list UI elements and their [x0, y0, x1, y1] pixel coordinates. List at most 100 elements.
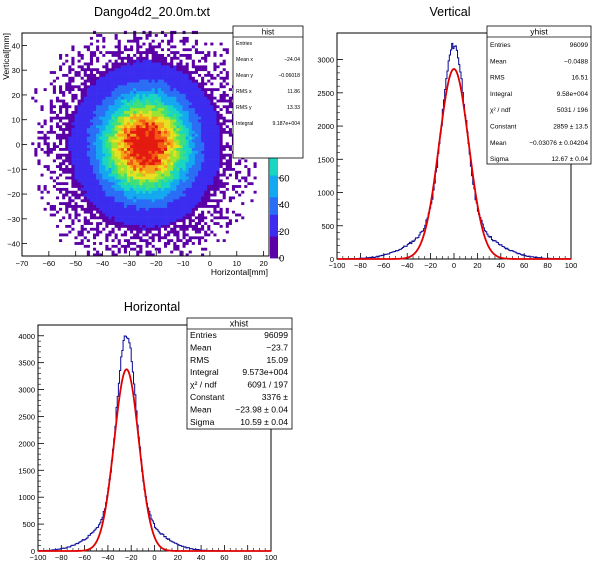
heatmap-cell	[108, 93, 112, 97]
heatmap-cell	[207, 236, 211, 240]
heatmap-cell	[117, 107, 122, 111]
heatmap-cell	[201, 90, 205, 94]
heatmap-cell	[31, 59, 35, 63]
heatmap-cell	[34, 133, 38, 137]
heatmap-cell	[31, 50, 35, 54]
heatmap-cell	[207, 187, 211, 191]
heatmap-cell	[114, 56, 119, 60]
heatmap-cell	[93, 104, 97, 109]
heatmap-cell	[49, 241, 54, 245]
heatmap-cell	[62, 241, 66, 245]
heatmap-cell	[77, 90, 81, 94]
heatmap-cell	[148, 127, 152, 131]
heatmap-cell	[120, 42, 125, 46]
heatmap-cell	[114, 142, 119, 146]
heatmap-cell	[43, 96, 47, 100]
heatmap-cell	[83, 230, 88, 234]
heatmap-cell	[130, 224, 134, 228]
heatmap-cell	[136, 167, 140, 171]
heatmap-cell	[173, 110, 177, 114]
heatmap-cell	[46, 136, 51, 140]
heatmap-cell	[130, 39, 134, 43]
heatmap-cell	[96, 187, 100, 191]
heatmap-cell	[151, 147, 156, 151]
heatmap-cell	[185, 238, 190, 243]
heatmap-cell	[71, 253, 75, 257]
heatmap-cell	[111, 233, 115, 237]
heatmap-cell	[133, 139, 137, 143]
heatmap-cell	[25, 159, 29, 163]
heatmap-cell	[74, 244, 78, 248]
heatmap-cell	[157, 96, 162, 100]
heatmap-cell	[28, 104, 32, 109]
heatmap-cell	[167, 241, 171, 245]
heatmap-cell	[62, 144, 66, 149]
heatmap-cell	[89, 90, 94, 94]
heatmap-cell	[185, 62, 190, 66]
heatmap-cell	[55, 47, 60, 52]
heatmap-cell	[65, 241, 69, 245]
heatmap-cell	[120, 193, 125, 197]
heatmap-cell	[62, 104, 66, 109]
heatmap-cell	[83, 67, 88, 72]
heatmap-cell	[49, 99, 54, 103]
heatmap-cell	[188, 244, 193, 248]
heatmap-cell	[126, 56, 131, 60]
heatmap-cell	[62, 244, 66, 248]
heatmap-cell	[194, 221, 199, 225]
heatmap-cell	[148, 176, 152, 180]
heatmap-cell	[111, 213, 115, 217]
heatmap-cell	[22, 153, 26, 157]
heatmap-cell	[34, 139, 38, 143]
heatmap-cell	[59, 218, 63, 223]
heatmap-cell	[145, 193, 149, 197]
heatmap-cell	[96, 196, 100, 200]
heatmap-cell	[62, 227, 66, 231]
heatmap-cell	[49, 102, 54, 106]
heatmap-cell	[83, 45, 88, 49]
heatmap-cell	[99, 96, 103, 100]
heatmap-cell	[170, 45, 174, 49]
heatmap-cell	[123, 39, 128, 43]
heatmap-cell	[102, 56, 106, 60]
heatmap-cell	[126, 236, 131, 240]
heatmap-cell	[136, 82, 140, 86]
heatmap-cell	[93, 42, 97, 46]
heatmap-cell	[154, 156, 159, 160]
heatmap-cell	[210, 122, 214, 126]
heatmap-cell	[142, 96, 146, 100]
heatmap-cell	[68, 204, 72, 208]
heatmap-cell	[99, 65, 103, 69]
heatmap-cell	[62, 170, 66, 174]
heatmap-cell	[148, 36, 152, 40]
heatmap-cell	[210, 181, 214, 186]
heatmap-cell	[210, 173, 214, 177]
heatmap-cell	[34, 33, 38, 37]
heatmap-cell	[52, 113, 57, 117]
heatmap-cell	[204, 247, 208, 251]
heatmap-cell	[157, 79, 162, 83]
heatmap-cell	[77, 196, 81, 200]
heatmap-cell	[154, 230, 159, 234]
heatmap-cell	[49, 62, 54, 66]
heatmap-cell	[34, 90, 38, 94]
heatmap-cell	[49, 30, 54, 35]
heatmap-cell	[139, 102, 143, 106]
heatmap-cell	[114, 181, 119, 186]
heatmap-cell	[65, 238, 69, 243]
heatmap-cell	[157, 147, 162, 151]
heatmap-cell	[148, 184, 152, 188]
heatmap-cell	[210, 62, 214, 66]
heatmap-cell	[86, 30, 91, 35]
heatmap-cell	[179, 164, 183, 168]
heatmap-cell	[145, 136, 149, 140]
heatmap-cell	[71, 247, 75, 251]
heatmap-cell	[160, 79, 165, 83]
heatmap-cell	[151, 65, 156, 69]
heatmap-cell	[99, 87, 103, 92]
heatmap-cell	[170, 161, 174, 166]
heatmap-cell	[86, 253, 91, 257]
heatmap-cell	[102, 122, 106, 126]
heatmap-cell	[188, 201, 193, 206]
heatmap-cell	[136, 224, 140, 228]
